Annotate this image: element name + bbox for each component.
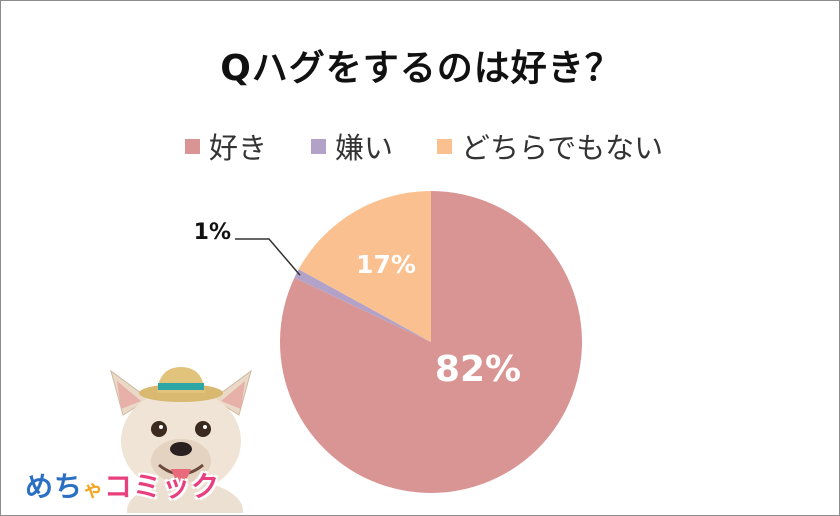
chart-title: Qハグをするのは好き？ [220, 48, 622, 89]
pie-slice-dislike [294, 269, 431, 342]
legend-label-neutral: どちらでもない [461, 131, 664, 165]
pie-slice-neutral [298, 191, 431, 342]
logo-part-2: ゃ [83, 477, 105, 501]
legend-item-neutral: どちらでもない [437, 125, 663, 167]
legend-swatch-dislike [311, 138, 327, 154]
data-label-dislike: 1% [194, 220, 231, 245]
brand-logo: めちゃコミック [25, 465, 220, 505]
logo-part-1: めち [25, 470, 84, 503]
data-label-like: 82% [435, 349, 521, 390]
dog-with-straw-hat-icon [110, 367, 252, 513]
legend-item-like: 好き [185, 125, 267, 167]
legend-swatch-neutral [437, 138, 453, 154]
legend-item-dislike: 嫌い [311, 125, 393, 167]
legend-label-like: 好き [209, 131, 268, 165]
chart-legend: 好き 嫌い どちらでもない [185, 125, 663, 167]
logo-part-3: コミック [104, 470, 221, 503]
data-label-neutral: 17% [356, 250, 416, 279]
legend-label-dislike: 嫌い [335, 131, 394, 165]
leader-line-dislike [235, 238, 301, 276]
legend-swatch-like [185, 138, 200, 154]
